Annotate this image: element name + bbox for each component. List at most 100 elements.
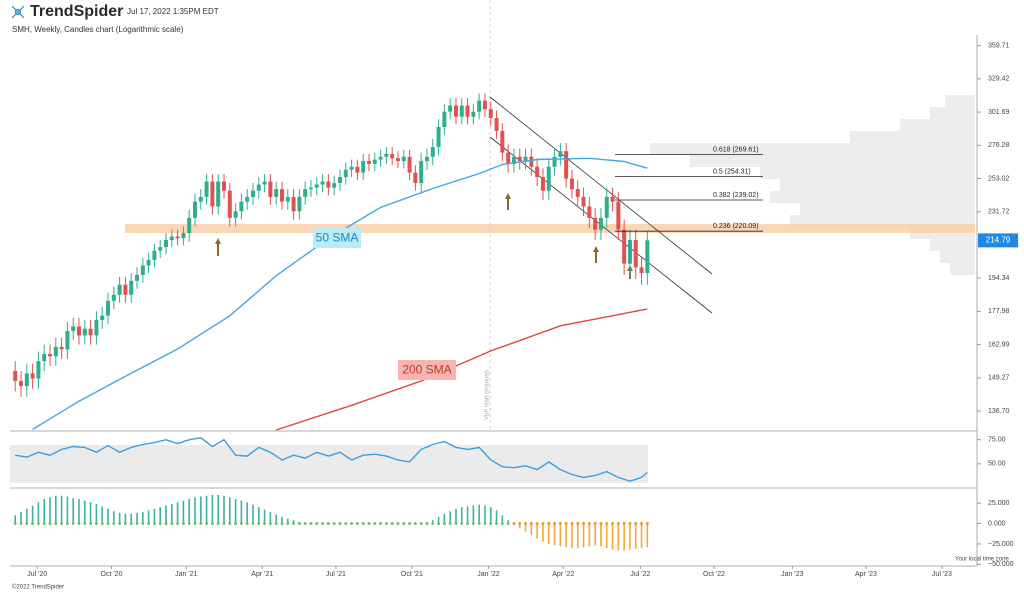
histogram-bar: [576, 523, 579, 549]
candle-body: [349, 166, 354, 170]
zero-dot: [13, 522, 17, 526]
histogram-bar: [153, 508, 156, 524]
candle-body: [308, 187, 313, 190]
zero-dot: [413, 522, 417, 526]
zero-dot: [384, 522, 388, 526]
vbp-label: VbP start (manual): [485, 370, 491, 420]
candle-body: [198, 196, 203, 202]
histogram-bar: [437, 516, 440, 524]
zero-dot: [123, 522, 127, 526]
candle-body: [645, 240, 650, 274]
candle-body: [71, 326, 76, 331]
histogram-bar: [495, 510, 498, 524]
zero-dot: [118, 522, 122, 526]
candle-body: [361, 161, 366, 173]
histogram-bar: [31, 505, 34, 524]
histogram-bar: [443, 513, 446, 524]
candle-body: [187, 217, 192, 234]
histogram-bar: [37, 502, 40, 524]
candle-body: [558, 151, 563, 157]
zero-dot: [477, 522, 481, 526]
candle-body: [53, 346, 58, 357]
candle-body: [616, 201, 621, 230]
candle-body: [575, 189, 580, 197]
histogram-bar: [553, 523, 556, 546]
y-tick-label: 50.00: [988, 461, 1006, 468]
zero-dot: [460, 522, 464, 526]
candle-body: [523, 156, 528, 162]
histogram-bar: [565, 523, 567, 548]
zero-dot: [181, 522, 185, 526]
x-tick-label: Jul '20: [27, 571, 47, 578]
price-tag-label: 214.79: [986, 235, 1011, 244]
zero-dot: [42, 522, 46, 526]
histogram-bar: [524, 523, 527, 532]
candle-body: [30, 373, 35, 379]
price-tag: [978, 233, 1018, 248]
candle-body: [384, 153, 389, 157]
x-tick-label: Oct '21: [401, 571, 423, 578]
histogram-bar: [165, 505, 167, 524]
zero-dot: [640, 522, 644, 526]
zero-dot: [36, 522, 40, 526]
candle-body: [511, 156, 516, 164]
histogram-bar: [78, 498, 80, 524]
arrows: [215, 193, 633, 279]
zero-dot: [303, 522, 307, 526]
zero-dot: [112, 522, 116, 526]
zero-dot: [170, 522, 174, 526]
histogram-bar: [275, 514, 277, 524]
histogram-bar: [89, 502, 92, 524]
candle-body: [459, 105, 464, 117]
zero-dot: [228, 522, 232, 526]
candle-body: [245, 196, 250, 202]
candle-body: [529, 156, 534, 167]
candle-body: [36, 361, 41, 379]
zero-dot: [309, 522, 313, 526]
x-tick-label: Apr '23: [855, 571, 877, 578]
histogram-bar: [66, 496, 69, 524]
candle-body: [135, 274, 140, 281]
histogram-bar: [223, 495, 225, 524]
y-tick-label: −25.000: [988, 541, 1014, 548]
candle-body: [517, 156, 522, 162]
histogram-bar: [194, 497, 196, 524]
zero-dot: [205, 522, 209, 526]
histogram-bar: [588, 523, 591, 547]
copyright: ©2022 TrendSpider: [12, 584, 64, 591]
candle-body: [535, 166, 540, 178]
candle-body: [250, 190, 255, 197]
zero-dot: [518, 522, 522, 526]
histogram-bar: [611, 523, 614, 550]
fib-label: 0.382 (239.02): [713, 192, 759, 199]
zero-dot: [19, 522, 23, 526]
zero-dot: [616, 522, 620, 526]
volume-profile: [650, 95, 975, 275]
candle-body: [262, 181, 267, 185]
zero-dot: [367, 522, 371, 526]
x-tick-label: Jul '23: [932, 571, 952, 578]
x-tick-label: Jul '21: [326, 571, 346, 578]
brand: TrendSpider: [30, 3, 123, 20]
x-tick-label: Jan '23: [781, 571, 803, 578]
histogram-bar: [460, 507, 463, 524]
candle-body: [546, 166, 551, 191]
histogram-bar: [472, 505, 475, 524]
zero-dot: [158, 522, 162, 526]
histogram-bar: [281, 516, 283, 524]
sma-label: 200 SMA: [402, 363, 451, 377]
zero-dot: [251, 522, 255, 526]
rsi-line: [15, 437, 648, 482]
zero-dot: [321, 522, 325, 526]
candle-body: [111, 294, 116, 301]
candle-body: [622, 229, 627, 264]
histogram-bar: [623, 523, 625, 551]
histogram-bar: [211, 494, 214, 524]
candle-body: [82, 328, 87, 336]
zero-dot: [634, 522, 638, 526]
candle-body: [164, 240, 169, 248]
histogram-bar: [188, 498, 190, 524]
histogram-bar: [292, 520, 295, 524]
candle-body: [239, 201, 244, 212]
